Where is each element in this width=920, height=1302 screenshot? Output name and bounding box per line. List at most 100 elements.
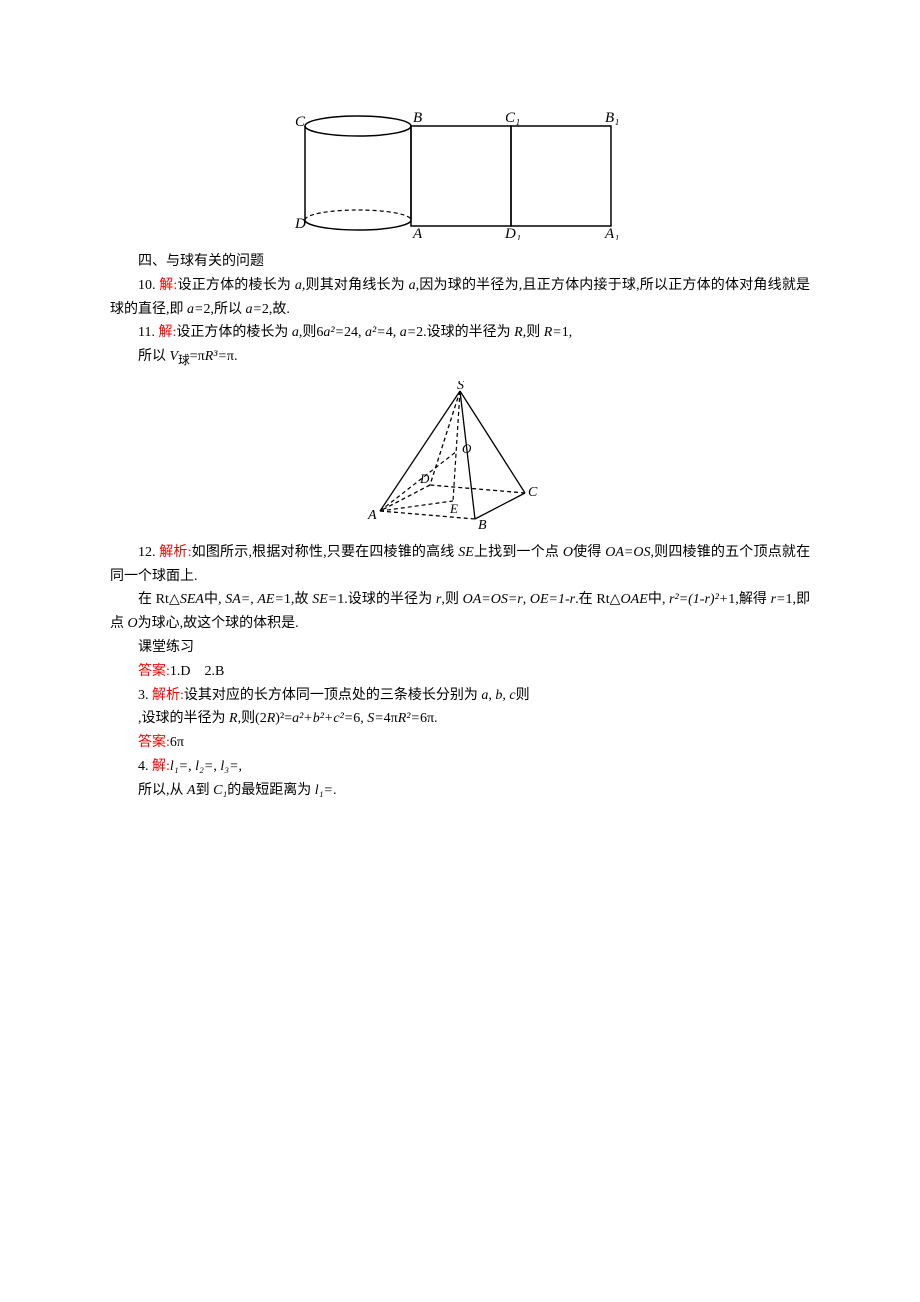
- q11-R: R: [514, 325, 523, 340]
- q10-a1: a: [295, 278, 302, 293]
- q12-OAE leková: OAE: [621, 592, 648, 607]
- q12-O: O: [563, 545, 573, 560]
- q3-six: 6,: [353, 711, 364, 726]
- q12-1mr: 1-r: [558, 592, 575, 607]
- q10-t2: ,则其对角线长为: [302, 278, 405, 293]
- q11-v24: 24,: [344, 325, 362, 340]
- q11-label: 解:: [158, 325, 176, 340]
- q11-v2: 2.设球的半径为: [416, 325, 511, 340]
- q11-t1: 设正方体的棱长为: [176, 325, 288, 340]
- q11: 11. 解:设正方体的棱长为 a,则6a²=24, a²=4, a=2.设球的半…: [110, 321, 810, 345]
- q12-t2: 上找到一个点: [474, 545, 559, 560]
- q3-S: S=: [367, 711, 383, 726]
- q10-num: 10.: [138, 278, 156, 293]
- q12-t3: 使得: [573, 545, 602, 560]
- q3-paren: )²=: [275, 711, 292, 726]
- q11-pi: π.: [227, 349, 238, 364]
- q12-p2d: .在 Rt△: [575, 592, 620, 607]
- q12-req: r=: [771, 592, 786, 607]
- q3-p1: 3. 解析:设其对应的长方体同一顶点处的三条棱长分别为 a, b, c则: [110, 684, 810, 708]
- label-C: C: [295, 114, 306, 130]
- q4-p2: 所以,从 A到 C₁的最短距离为 l₁=.: [110, 779, 810, 803]
- q12-OAOSr: OA=OS=r: [463, 592, 523, 607]
- label-C1: C₁: [505, 110, 520, 126]
- figure-cylinder-square: C B C₁ B₁ D A D₁ A₁: [110, 110, 810, 240]
- q11-R3: R³=: [205, 349, 227, 364]
- q4-A: A: [187, 783, 196, 798]
- q3-R2: R: [267, 711, 276, 726]
- q12-c2: ,: [523, 592, 527, 607]
- q12-p2f: 为球心,故这个球的体积是.: [138, 616, 299, 631]
- q11-num: 11.: [138, 325, 155, 340]
- label-S: S: [457, 381, 464, 393]
- q12-label: 解析:: [159, 545, 191, 560]
- q12-SE: SE: [458, 545, 474, 560]
- q12-SEeq: SE=: [312, 592, 337, 607]
- q12-p2c: ,则: [441, 592, 459, 607]
- q4-period: .: [333, 783, 337, 798]
- label-B2: B: [478, 518, 487, 531]
- q3-num: 3.: [138, 688, 149, 703]
- label-D1: D₁: [504, 226, 521, 240]
- q10-t1: 设正方体的棱长为: [177, 278, 291, 293]
- classroom-heading: 课堂练习: [110, 636, 810, 660]
- q12-p2b: 中,: [204, 592, 222, 607]
- q4-l2c: 的最短距离为: [227, 783, 311, 798]
- q11-aeq: a=: [400, 325, 416, 340]
- answer-3: 答案:6π: [110, 731, 810, 755]
- q12-OAOS: OA=OS: [605, 545, 650, 560]
- q3-t1: 设其对应的长方体同一顶点处的三条棱长分别为: [184, 688, 478, 703]
- q12-v1: 1,故: [284, 592, 309, 607]
- ans3-text: 6π: [170, 735, 184, 750]
- q4-l1b: l₁=: [315, 783, 333, 798]
- q10-eq2: a=: [245, 302, 261, 317]
- label-C2: C: [528, 485, 538, 500]
- q3-t2: 则: [516, 688, 530, 703]
- q3-a2: a²+b²+c²=: [292, 711, 353, 726]
- q3-t3: ,则(2: [238, 711, 267, 726]
- q12-r2eq: r²=: [669, 592, 688, 607]
- q12-num: 12.: [138, 545, 156, 560]
- q12-AEeq: AE=: [257, 592, 284, 607]
- q4-p1: 4. 解:l₁=, l₂=, l₃=,: [110, 755, 810, 779]
- q11-line2: 所以 V球=πR³=π.: [110, 345, 810, 371]
- q11-eq: =π: [190, 349, 205, 364]
- q11-v4: 4,: [386, 325, 397, 340]
- q12-SEA: SEA: [180, 592, 204, 607]
- q12-p2e: 中,: [648, 592, 666, 607]
- q12-p1: 12. 解析:如图所示,根据对称性,只要在四棱锥的高线 SE上找到一个点 O使得…: [110, 541, 810, 589]
- ans12-label: 答案:: [138, 664, 170, 679]
- q4-l2b: 到: [196, 783, 210, 798]
- q4-num: 4.: [138, 759, 149, 774]
- q12-t1: 如图所示,根据对称性,只要在四棱锥的高线: [191, 545, 454, 560]
- q11-sub: 球: [178, 354, 190, 367]
- q4-c2: ,: [213, 759, 217, 774]
- q10-a2: a: [409, 278, 416, 293]
- q11-l2a: 所以: [138, 349, 166, 364]
- label-A1: A₁: [604, 226, 619, 240]
- q11-asq: a²=: [323, 325, 344, 340]
- q3-p2: ,设球的半径为 R,则(2R)²=a²+b²+c²=6, S=4πR²=6π.: [110, 707, 810, 731]
- q11-asq2: a²=: [365, 325, 386, 340]
- q10-eq1: a=: [187, 302, 203, 317]
- q11-t2: ,则6: [299, 325, 324, 340]
- label-A2: A: [367, 508, 377, 523]
- figure-pyramid: S O D C A E B: [110, 381, 810, 531]
- q12-SAeq: SA=: [225, 592, 250, 607]
- q11-v1: 1,: [562, 325, 573, 340]
- q4-l3: l₃=: [220, 759, 238, 774]
- q12-O2: O: [128, 616, 138, 631]
- q10-label: 解:: [159, 278, 177, 293]
- label-A: A: [412, 226, 423, 240]
- q3-6pi: 6π.: [420, 711, 438, 726]
- q3-label: 解析:: [152, 688, 184, 703]
- q4-label: 解:: [152, 759, 170, 774]
- q4-l1: l₁=: [170, 759, 188, 774]
- q3-4pi: 4π: [384, 711, 398, 726]
- q3-R: R: [229, 711, 238, 726]
- q12-one: 1,解得: [728, 592, 767, 607]
- ans12-text: 1.D 2.B: [170, 664, 224, 679]
- q4-c1: ,: [188, 759, 192, 774]
- label-B1: B₁: [605, 110, 619, 126]
- q10: 10. 解:设正方体的棱长为 a,则其对角线长为 a,因为球的半径为,且正方体内…: [110, 274, 810, 322]
